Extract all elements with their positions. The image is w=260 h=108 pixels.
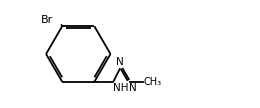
- Text: N: N: [116, 57, 124, 67]
- Text: CH₃: CH₃: [143, 77, 161, 87]
- Text: N: N: [129, 83, 137, 93]
- Text: Br: Br: [41, 15, 53, 25]
- Text: NH: NH: [113, 83, 129, 93]
